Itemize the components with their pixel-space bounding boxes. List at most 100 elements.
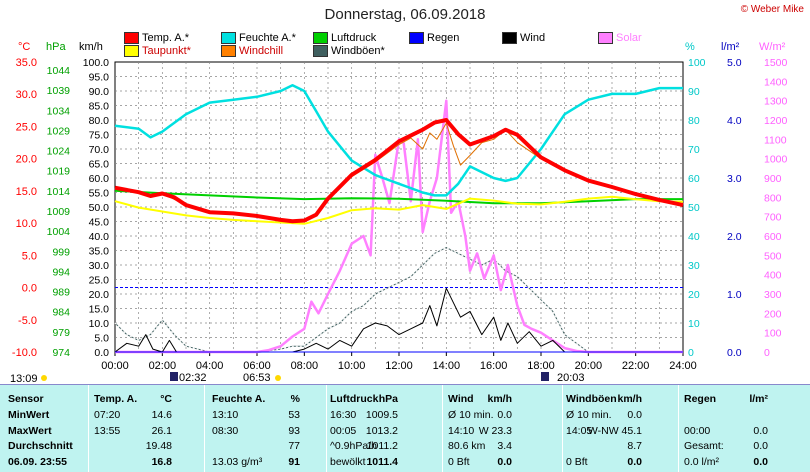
series-line-temp bbox=[114, 118, 684, 224]
wind-unit-label: km/h bbox=[79, 41, 103, 53]
rain-unit-label: l/m² bbox=[721, 41, 740, 53]
pressure-tick-label: 1009 bbox=[47, 206, 71, 218]
chart-title: Donnerstag, 06.09.2018 bbox=[324, 6, 486, 23]
table-cell: 26.1 bbox=[151, 424, 172, 437]
solar-unit-label: W/m² bbox=[759, 41, 786, 53]
pressure-tick-label: 974 bbox=[52, 347, 70, 359]
table-cell: 16:30 bbox=[330, 409, 357, 421]
table-cell: 00:05 bbox=[330, 424, 357, 437]
wind-tick-label: 90.0 bbox=[89, 86, 110, 98]
wind-tick-label: 70.0 bbox=[89, 144, 110, 156]
pressure-tick-label: 1044 bbox=[47, 65, 71, 77]
rain-tick-label: 2.0 bbox=[727, 231, 742, 243]
table-cell: bewölkt bbox=[330, 455, 366, 468]
table-header-cell: km/h bbox=[617, 393, 642, 405]
table-row-label: MaxWert bbox=[8, 424, 52, 437]
legend-label: Solar bbox=[616, 32, 642, 44]
table-cell: 53 bbox=[288, 409, 300, 421]
table-cell: 1011.4 bbox=[366, 455, 398, 468]
solar-tick-label: 800 bbox=[764, 192, 782, 204]
time-tick-label: 20:00 bbox=[575, 360, 603, 372]
time-tick-label: 00:00 bbox=[101, 360, 129, 372]
table-cell: W 23.3 bbox=[478, 424, 512, 437]
rain-tick-label: 4.0 bbox=[727, 115, 742, 127]
legend-item-solar: Solar bbox=[598, 32, 642, 44]
temp-tick-label: -5.0 bbox=[18, 315, 37, 327]
solar-tick-label: 500 bbox=[764, 250, 782, 262]
series-line-dewpoint bbox=[114, 195, 684, 225]
legend-swatch-icon bbox=[313, 45, 328, 57]
credit-text: © Weber Mike bbox=[740, 4, 804, 15]
legend-item-wind: Wind bbox=[502, 32, 545, 44]
legend-swatch-icon bbox=[598, 32, 613, 44]
table-separator bbox=[326, 385, 327, 472]
temp-tick-label: -10.0 bbox=[12, 347, 37, 359]
table-cell: 14:10 bbox=[448, 424, 475, 437]
pressure-tick-label: 994 bbox=[52, 266, 70, 278]
sunset-label: 20:03 bbox=[557, 372, 585, 384]
table-cell: Ø 10 min. bbox=[448, 409, 494, 421]
solar-tick-label: 200 bbox=[764, 308, 782, 320]
table-cell: ^0.9hPa/h bbox=[330, 440, 377, 452]
wind-tick-label: 35.0 bbox=[89, 246, 110, 258]
legend-label: Wind bbox=[520, 32, 546, 44]
moonset-label: 02:32 bbox=[179, 372, 207, 384]
table-cell: 8.7 bbox=[627, 440, 642, 452]
table-cell: 19.48 bbox=[145, 440, 172, 452]
table-cell: 13.03 g/m³ bbox=[212, 455, 263, 468]
time-tick-label: 14:00 bbox=[433, 360, 461, 372]
table-cell: 13:10 bbox=[212, 409, 239, 421]
table-cell: 14.6 bbox=[151, 409, 172, 421]
humidity-tick-label: 80 bbox=[688, 115, 700, 127]
table-cell: 93 bbox=[288, 424, 300, 437]
humidity-tick-label: 70 bbox=[688, 144, 700, 156]
temp-tick-label: 0.0 bbox=[22, 283, 37, 295]
table-cell: 0 Bft bbox=[448, 455, 470, 468]
wind-tick-label: 30.0 bbox=[89, 260, 110, 272]
humidity-tick-label: 30 bbox=[688, 260, 700, 272]
humidity-tick-label: 50 bbox=[688, 202, 700, 214]
rain-tick-label: 0.0 bbox=[727, 347, 742, 359]
table-cell: 16.8 bbox=[151, 455, 172, 468]
temp-tick-label: 20.0 bbox=[16, 154, 37, 166]
series-line-humidity bbox=[114, 83, 683, 197]
table-cell: 0.0 bbox=[753, 424, 768, 437]
legend-item-rain: Regen bbox=[409, 32, 459, 44]
humidity-tick-label: 40 bbox=[688, 231, 700, 243]
table-header-cell: km/h bbox=[487, 393, 512, 405]
time-tick-label: 08:00 bbox=[291, 360, 319, 372]
humidity-tick-label: 20 bbox=[688, 289, 700, 301]
table-header-cell: Luftdruck bbox=[330, 393, 379, 405]
wind-tick-label: 60.0 bbox=[89, 173, 110, 185]
table-cell: 0.0 l/m² bbox=[684, 455, 720, 468]
solar-tick-label: 100 bbox=[764, 328, 782, 340]
table-cell: 1013.2 bbox=[365, 424, 398, 437]
wind-tick-label: 95.0 bbox=[89, 72, 110, 84]
wind-tick-label: 65.0 bbox=[89, 159, 110, 171]
pressure-tick-label: 999 bbox=[52, 246, 70, 258]
solar-tick-label: 1100 bbox=[764, 134, 787, 146]
table-row-label: MinWert bbox=[8, 409, 50, 421]
pressure-tick-label: 1014 bbox=[47, 186, 71, 198]
table-separator bbox=[88, 385, 89, 472]
table-header-cell: l/m² bbox=[749, 393, 768, 405]
humidity-tick-label: 90 bbox=[688, 86, 700, 98]
legend-swatch-icon bbox=[221, 32, 236, 44]
table-row-label: 06.09. 23:55 bbox=[8, 455, 67, 468]
solar-tick-label: 300 bbox=[764, 289, 782, 301]
stats-table: Sensor Temp. A. °C Feuchte A.% Luftdruck hPa W… bbox=[0, 384, 810, 472]
time-tick-label: 12:00 bbox=[385, 360, 413, 372]
table-cell: 0.0 bbox=[497, 455, 512, 468]
wind-tick-label: 20.0 bbox=[89, 289, 110, 301]
solar-tick-label: 400 bbox=[764, 270, 782, 282]
rain-tick-label: 3.0 bbox=[727, 173, 742, 185]
wind-tick-label: 75.0 bbox=[89, 130, 110, 142]
table-cell: W-NW 45.1 bbox=[587, 424, 642, 437]
solar-tick-label: 700 bbox=[764, 212, 782, 224]
pressure-tick-label: 1029 bbox=[47, 125, 71, 137]
moonset-icon bbox=[170, 372, 178, 381]
solar-tick-label: 600 bbox=[764, 231, 782, 243]
time-tick-label: 24:00 bbox=[669, 360, 697, 372]
series-line-pressure bbox=[114, 189, 683, 205]
table-cell: 13:55 bbox=[94, 424, 121, 437]
